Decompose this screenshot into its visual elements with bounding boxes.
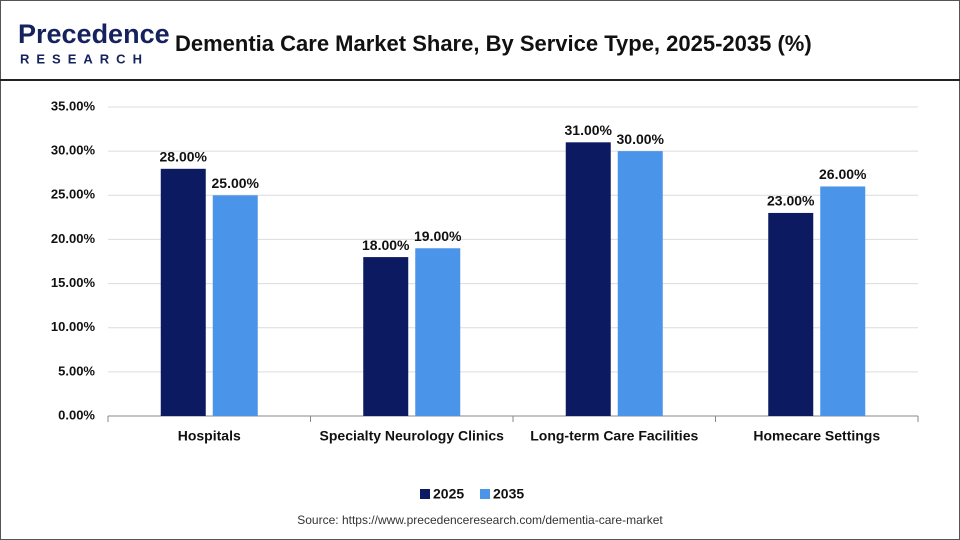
value-label: 23.00% xyxy=(767,193,815,209)
y-tick-label: 5.00% xyxy=(58,363,95,378)
bar xyxy=(212,195,258,416)
y-tick-label: 20.00% xyxy=(51,231,96,246)
y-tick-label: 10.00% xyxy=(51,319,96,334)
bar xyxy=(160,168,206,416)
x-tick-label: Hospitals xyxy=(178,428,241,444)
bar xyxy=(820,186,866,416)
logo-tagline: RESEARCH xyxy=(20,51,149,66)
value-label: 18.00% xyxy=(362,237,410,253)
legend-swatch xyxy=(480,489,490,499)
bar xyxy=(415,248,461,416)
legend-swatch xyxy=(420,489,430,499)
y-tick-label: 0.00% xyxy=(58,407,95,422)
y-tick-label: 25.00% xyxy=(51,187,96,202)
bar xyxy=(565,142,611,417)
value-label: 26.00% xyxy=(819,166,867,182)
legend-label: 2035 xyxy=(493,486,524,502)
y-tick-label: 35.00% xyxy=(51,98,96,113)
value-label: 28.00% xyxy=(160,149,208,165)
x-tick-label: Homecare Settings xyxy=(753,428,880,444)
value-label: 25.00% xyxy=(212,175,260,191)
logo-name: Precedence xyxy=(18,19,170,49)
legend-label: 2025 xyxy=(433,486,464,502)
y-tick-label: 30.00% xyxy=(51,143,96,158)
value-label: 30.00% xyxy=(617,131,665,147)
bar xyxy=(363,257,409,416)
chart-title: Dementia Care Market Share, By Service T… xyxy=(175,31,812,56)
value-label: 19.00% xyxy=(414,228,462,244)
bar xyxy=(768,212,814,416)
x-tick-label: Specialty Neurology Clinics xyxy=(320,428,505,444)
x-tick-label: Long-term Care Facilities xyxy=(530,428,698,444)
bar xyxy=(617,151,663,416)
y-tick-label: 15.00% xyxy=(51,275,96,290)
value-label: 31.00% xyxy=(565,122,613,138)
source-note: Source: https://www.precedenceresearch.c… xyxy=(297,513,663,527)
